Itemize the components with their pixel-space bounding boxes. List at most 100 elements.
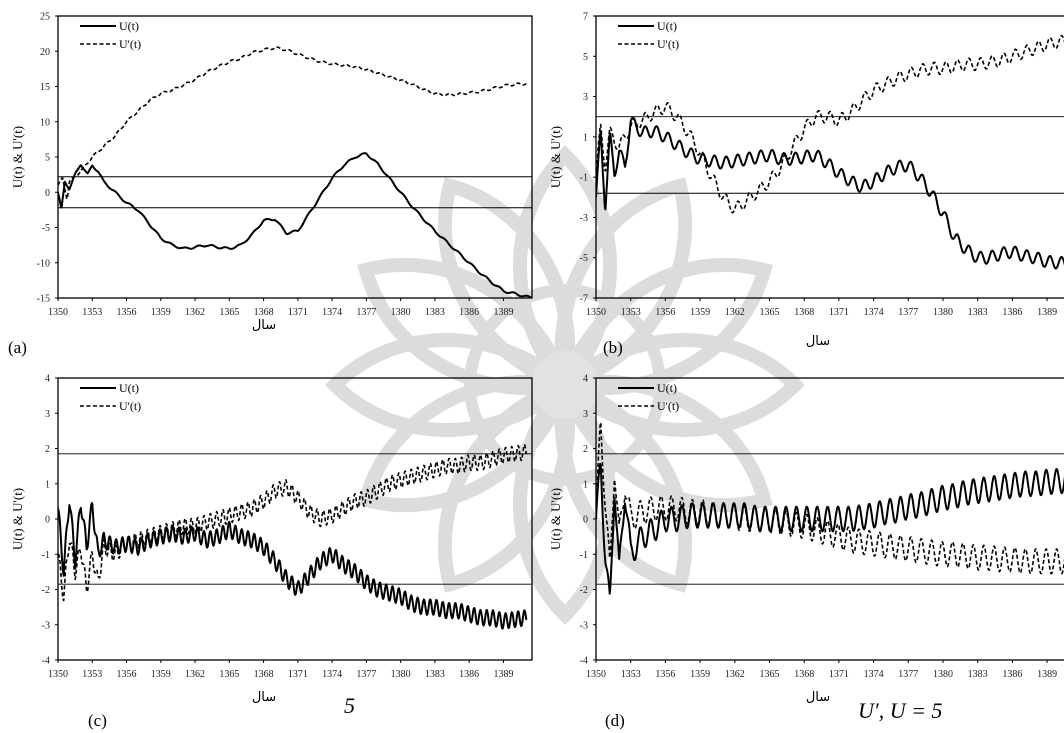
x-tick-label: 1350 <box>48 307 68 318</box>
y-tick-label: 5 <box>583 52 588 63</box>
y-tick-label: -7 <box>580 294 588 305</box>
x-tick-label: 1386 <box>1002 307 1022 318</box>
plot-area-frame <box>57 377 533 661</box>
legend-label: U'(t) <box>119 399 141 413</box>
series-line-u-prime <box>596 421 1064 575</box>
y-tick-label: 0 <box>45 188 50 199</box>
x-tick-label: 1362 <box>725 307 745 318</box>
caption-fragment: 5 <box>344 693 355 718</box>
x-tick-label: 1350 <box>48 669 68 680</box>
legend-label: U'(t) <box>119 37 141 51</box>
x-tick-label: 1359 <box>690 307 710 318</box>
x-tick-label: 1389 <box>1037 307 1057 318</box>
y-tick-label: 2 <box>583 444 588 455</box>
x-tick-label: 1377 <box>898 669 918 680</box>
x-axis-label: سال <box>806 334 830 349</box>
x-tick-label: 1359 <box>151 669 171 680</box>
legend-label: U(t) <box>119 19 139 33</box>
y-tick-label: 1 <box>45 479 50 490</box>
legend-label: U(t) <box>119 381 139 395</box>
x-tick-label: 1368 <box>794 307 814 318</box>
x-tick-label: 1353 <box>621 307 641 318</box>
plot-area-frame <box>595 15 1064 299</box>
x-axis-label: سال <box>806 690 830 705</box>
x-tick-label: 1380 <box>933 307 953 318</box>
y-tick-label: 0 <box>45 515 50 526</box>
legend-label: U'(t) <box>657 399 679 413</box>
series-line-u-prime <box>58 444 528 602</box>
y-tick-label: -1 <box>580 173 588 184</box>
x-tick-label: 1383 <box>425 669 445 680</box>
x-tick-label: 1380 <box>933 669 953 680</box>
x-tick-label: 1377 <box>898 307 918 318</box>
y-tick-label: 3 <box>583 92 588 103</box>
x-tick-label: 1389 <box>493 669 513 680</box>
x-tick-label: 1350 <box>586 669 606 680</box>
x-tick-label: 1386 <box>459 307 479 318</box>
x-tick-label: 1353 <box>82 307 102 318</box>
y-tick-label: 1 <box>583 479 588 490</box>
chart-panel: -15 -10 -5 0 5 10 15 20 25 1350 1353 1356 1359 1362 13… <box>8 12 533 357</box>
y-tick-label: -3 <box>42 620 50 631</box>
x-tick-label: 1374 <box>864 307 884 318</box>
x-tick-label: 1389 <box>1037 669 1057 680</box>
x-tick-label: 1386 <box>1002 669 1022 680</box>
x-tick-label: 1356 <box>117 669 137 680</box>
x-tick-label: 1353 <box>621 669 641 680</box>
x-tick-label: 1374 <box>322 307 342 318</box>
x-tick-label: 1389 <box>493 307 513 318</box>
x-tick-label: 1383 <box>968 669 988 680</box>
y-tick-label: 4 <box>583 374 588 385</box>
series-line-u <box>596 462 1064 595</box>
x-tick-label: 1365 <box>759 669 779 680</box>
x-tick-label: 1353 <box>82 669 102 680</box>
y-axis-label: U(t) & U'(t) <box>548 488 563 550</box>
series-line-u <box>596 116 1064 270</box>
panel-label: (a) <box>8 338 27 357</box>
x-tick-label: 1362 <box>185 307 205 318</box>
y-axis-label: U(t) & U'(t) <box>10 488 25 550</box>
y-tick-label: -2 <box>580 585 588 596</box>
x-tick-label: 1377 <box>356 669 376 680</box>
x-tick-label: 1356 <box>655 669 675 680</box>
y-axis-label: U(t) & U'(t) <box>548 126 563 188</box>
x-tick-label: 1368 <box>794 669 814 680</box>
y-tick-label: 15 <box>40 82 50 93</box>
y-tick-label: 0 <box>583 515 588 526</box>
x-tick-label: 1374 <box>864 669 884 680</box>
x-tick-label: 1362 <box>725 669 745 680</box>
x-tick-label: 1356 <box>117 307 137 318</box>
legend-label: U(t) <box>657 381 677 395</box>
x-axis-label: سال <box>252 690 276 705</box>
y-tick-label: -1 <box>580 550 588 561</box>
y-tick-label: 1 <box>583 132 588 143</box>
series-line-u-prime <box>596 34 1064 214</box>
y-axis-label: U(t) & U'(t) <box>10 126 25 188</box>
panel-label: (c) <box>88 711 107 730</box>
x-tick-label: 1359 <box>151 307 171 318</box>
y-tick-label: 10 <box>40 117 50 128</box>
y-tick-label: -2 <box>42 585 50 596</box>
x-tick-label: 1371 <box>288 307 308 318</box>
x-tick-label: 1383 <box>425 307 445 318</box>
legend-label: U'(t) <box>657 37 679 51</box>
y-tick-label: 3 <box>583 409 588 420</box>
x-tick-label: 1365 <box>219 307 239 318</box>
x-tick-label: 1371 <box>829 307 849 318</box>
x-tick-label: 1371 <box>829 669 849 680</box>
chart-panel: -4 -3 -2 -1 0 1 2 3 4 1350 1353 1356 1359 1362 1365 136… <box>10 374 533 730</box>
series-line-u <box>58 502 528 630</box>
x-tick-label: 1374 <box>322 669 342 680</box>
y-tick-label: 4 <box>45 374 50 385</box>
legend-label: U(t) <box>657 19 677 33</box>
x-tick-label: 1359 <box>690 669 710 680</box>
chart-panel: -4 -3 -2 -1 0 1 2 3 4 1350 1353 1356 1359 1362 1365 136… <box>548 374 1064 730</box>
chart-panel: -7 -5 -3 -1 1 3 5 7 1350 1353 1356 1359 1362 1365 1368… <box>548 12 1064 357</box>
x-tick-label: 1368 <box>254 669 274 680</box>
x-tick-label: 1380 <box>391 669 411 680</box>
x-tick-label: 1386 <box>459 669 479 680</box>
y-tick-label: -1 <box>42 550 50 561</box>
x-tick-label: 1365 <box>219 669 239 680</box>
x-tick-label: 1368 <box>254 307 274 318</box>
x-tick-label: 1380 <box>391 307 411 318</box>
